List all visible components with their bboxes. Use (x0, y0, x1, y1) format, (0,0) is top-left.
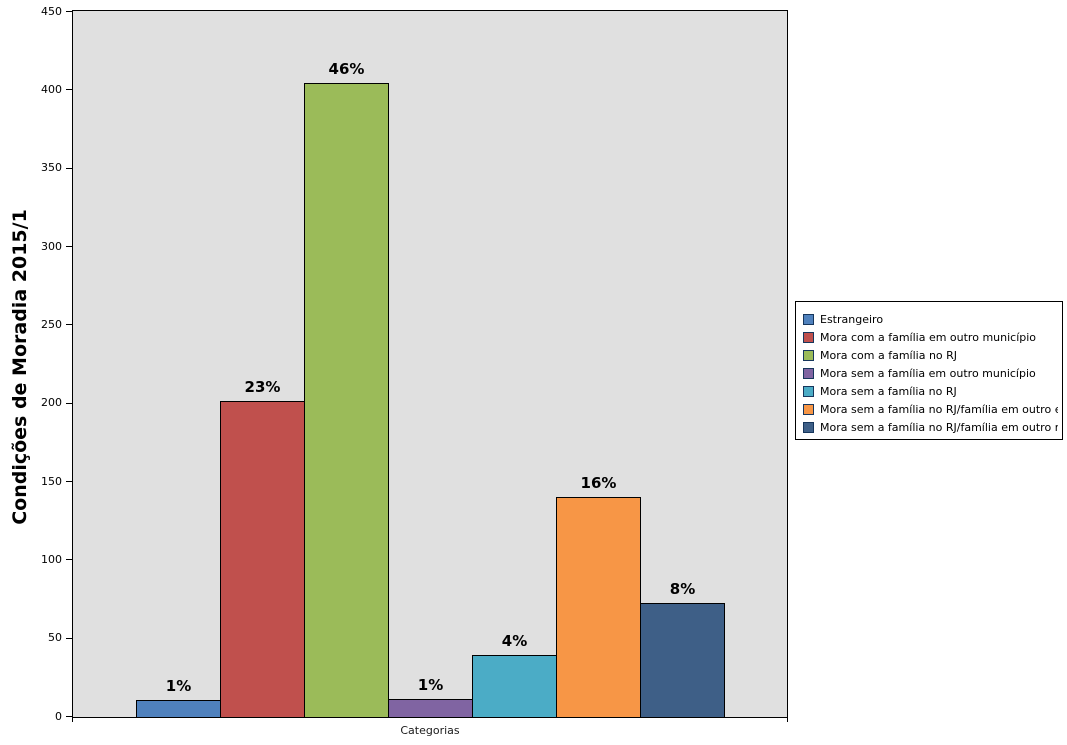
x-tick-mark-2 (787, 718, 788, 722)
x-axis-label: Categorias (400, 724, 460, 737)
bar-value-label-1: 1% (165, 677, 192, 695)
y-tick-label-350: 350 (41, 161, 62, 175)
bar-value-label-3: 46% (328, 60, 365, 78)
y-tick-mark-200 (66, 402, 72, 404)
legend-swatch-icon (803, 367, 814, 379)
legend-swatch-icon (803, 403, 814, 415)
legend-label: Mora sem a família no RJ/família em outr… (820, 402, 1058, 416)
legend-item-2: Mora com a família em outro município (803, 328, 1058, 346)
legend-swatch-icon (803, 385, 814, 397)
bar-value-label-7: 8% (669, 580, 696, 598)
legend-label: Mora sem a família no RJ/família em outr… (820, 420, 1058, 434)
legend: Estrangeiro Mora com a família em outro m… (795, 301, 1063, 440)
x-tick-mark-1 (72, 718, 73, 722)
bar-value-label-4: 1% (417, 676, 444, 694)
y-tick-mark-350 (66, 167, 72, 169)
legend-swatch-icon (803, 313, 814, 325)
bar-value-label-5: 4% (501, 632, 528, 650)
y-tick-label-0: 0 (55, 709, 62, 723)
y-tick-mark-150 (66, 481, 72, 482)
legend-item-6: Mora sem a família no RJ/família em outr… (803, 400, 1058, 418)
plot-area: 1% 23% 46% 1% 4% 16% 8% (72, 10, 788, 718)
y-tick-mark-400 (66, 89, 72, 91)
legend-label: Mora com a família em outro município (820, 330, 1037, 344)
y-tick-mark-100 (66, 559, 72, 561)
bar-value-label-6: 16% (580, 474, 617, 492)
legend-item-4: Mora sem a família em outro município (803, 364, 1058, 382)
bar-5 (472, 655, 557, 717)
y-tick-label-250: 250 (41, 317, 62, 331)
legend-swatch-icon (803, 421, 814, 433)
y-tick-label-50: 50 (48, 631, 62, 645)
bar-1 (136, 700, 221, 717)
legend-item-3: Mora com a família no RJ (803, 346, 1058, 364)
bar-3 (304, 83, 389, 717)
bar-6 (556, 497, 641, 717)
legend-item-1: Estrangeiro (803, 310, 1058, 328)
bar-2 (220, 401, 305, 717)
y-tick-mark-300 (66, 246, 72, 247)
legend-label: Mora sem a família em outro município (820, 366, 1036, 380)
y-tick-label-150: 150 (41, 474, 62, 488)
legend-item-7: Mora sem a família no RJ/família em outr… (803, 418, 1058, 436)
legend-swatch-icon (803, 331, 814, 343)
y-tick-label-200: 200 (41, 396, 62, 410)
bar-4 (388, 699, 473, 717)
y-tick-label-400: 400 (41, 82, 62, 96)
y-tick-label-300: 300 (41, 239, 62, 253)
bar-value-label-2: 23% (244, 378, 281, 396)
y-tick-label-450: 450 (41, 4, 62, 18)
y-tick-mark-250 (66, 324, 72, 326)
bar-7 (640, 603, 725, 717)
legend-swatch-icon (803, 349, 814, 361)
y-tick-mark-450 (66, 11, 72, 12)
y-tick-mark-50 (66, 637, 72, 639)
y-tick-label-100: 100 (41, 552, 62, 566)
legend-item-5: Mora sem a família no RJ (803, 382, 1058, 400)
legend-label: Mora sem a família no RJ (820, 384, 957, 398)
legend-label: Mora com a família no RJ (820, 348, 958, 362)
legend-label: Estrangeiro (820, 312, 884, 326)
y-tick-mark-0 (66, 716, 72, 717)
